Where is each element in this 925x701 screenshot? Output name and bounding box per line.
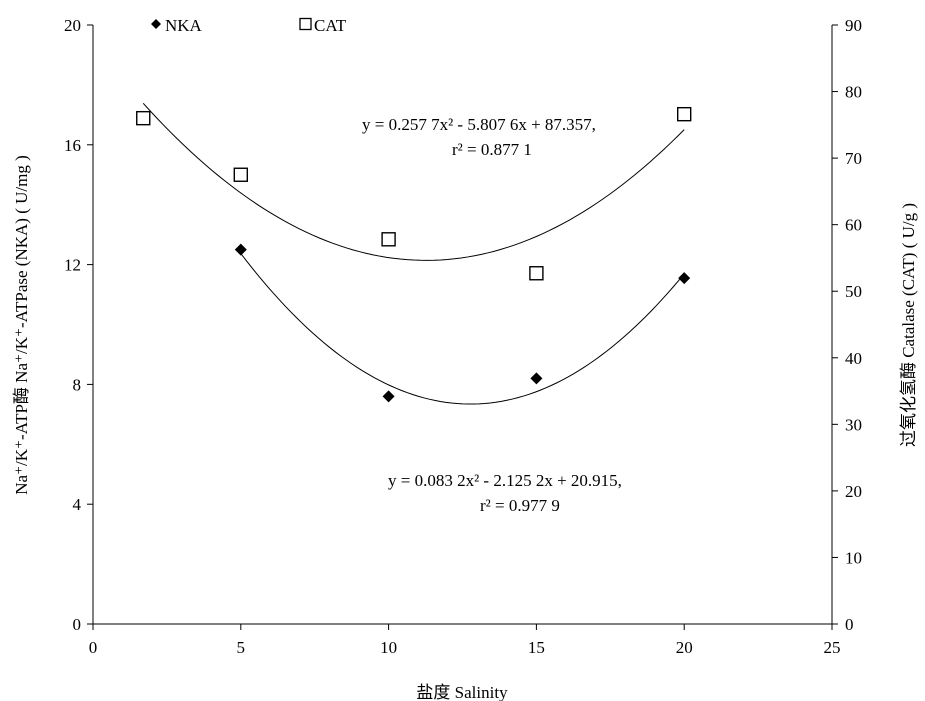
y-left-axis-label: Na⁺/K⁺-ATP酶 Na⁺/K⁺-ATPase (NKA) ( U/mg ) bbox=[12, 155, 31, 494]
x-tick-label: 5 bbox=[237, 638, 246, 657]
y-right-tick-group: 0 10 20 30 40 50 60 70 80 90 bbox=[832, 16, 862, 634]
legend-label-cat: CAT bbox=[314, 16, 347, 35]
point-nka bbox=[382, 390, 395, 403]
x-tick-label: 25 bbox=[824, 638, 841, 657]
y-right-tick-label: 50 bbox=[845, 282, 862, 301]
x-tick-label: 20 bbox=[676, 638, 693, 657]
y-right-tick-label: 70 bbox=[845, 149, 862, 168]
y-left-tick-label: 20 bbox=[64, 16, 81, 35]
data-points bbox=[136, 106, 692, 403]
cat-r-squared: r² = 0.877 1 bbox=[452, 140, 532, 159]
point-cat bbox=[233, 167, 249, 182]
y-right-tick-label: 30 bbox=[845, 415, 862, 434]
y-left-tick-group: 0 4 8 12 16 20 bbox=[64, 16, 93, 634]
y-right-axis-label: 过氧化氢酶 Catalase (CAT) ( U/g ) bbox=[899, 203, 918, 447]
legend-label-nka: NKA bbox=[165, 16, 203, 35]
nka-equation: y = 0.083 2x² - 2.125 2x + 20.915, bbox=[388, 471, 622, 490]
cat-equation-annotation: y = 0.257 7x² - 5.807 6x + 87.357, r² = … bbox=[362, 115, 596, 159]
point-cat bbox=[136, 110, 151, 126]
x-tick-group: 0 5 10 15 20 25 bbox=[89, 624, 841, 657]
point-nka bbox=[530, 372, 543, 385]
x-tick-label: 10 bbox=[380, 638, 397, 657]
y-right-tick-label: 40 bbox=[845, 349, 862, 368]
nka-r-squared: r² = 0.977 9 bbox=[480, 496, 560, 515]
x-tick-label: 0 bbox=[89, 638, 98, 657]
y-left-tick-label: 0 bbox=[73, 615, 82, 634]
nka-equation-annotation: y = 0.083 2x² - 2.125 2x + 20.915, r² = … bbox=[388, 471, 622, 515]
fit-curves bbox=[142, 103, 685, 405]
y-right-tick-label: 10 bbox=[845, 548, 862, 567]
legend: NKA CAT bbox=[151, 16, 347, 35]
y-right-tick-label: 20 bbox=[845, 482, 862, 501]
y-left-tick-label: 16 bbox=[64, 136, 81, 155]
fit-curve-cat bbox=[142, 103, 685, 261]
point-cat bbox=[677, 106, 692, 122]
y-left-tick-label: 8 bbox=[73, 375, 82, 394]
y-left-tick-label: 4 bbox=[73, 495, 82, 514]
fit-curve-nka bbox=[240, 253, 685, 405]
y-right-tick-label: 90 bbox=[845, 16, 862, 35]
y-left-tick-label: 12 bbox=[64, 256, 81, 275]
y-right-tick-label: 80 bbox=[845, 83, 862, 102]
point-nka bbox=[678, 272, 691, 285]
y-right-tick-label: 60 bbox=[845, 216, 862, 235]
x-tick-label: 15 bbox=[528, 638, 545, 657]
cat-equation: y = 0.257 7x² - 5.807 6x + 87.357, bbox=[362, 115, 596, 134]
y-right-tick-label: 0 bbox=[845, 615, 854, 634]
point-nka bbox=[234, 243, 247, 256]
legend-marker-nka bbox=[151, 19, 161, 29]
x-axis-label: 盐度 Salinity bbox=[416, 683, 508, 701]
point-cat bbox=[381, 232, 396, 247]
point-cat bbox=[529, 266, 544, 281]
legend-marker-cat bbox=[299, 17, 312, 31]
